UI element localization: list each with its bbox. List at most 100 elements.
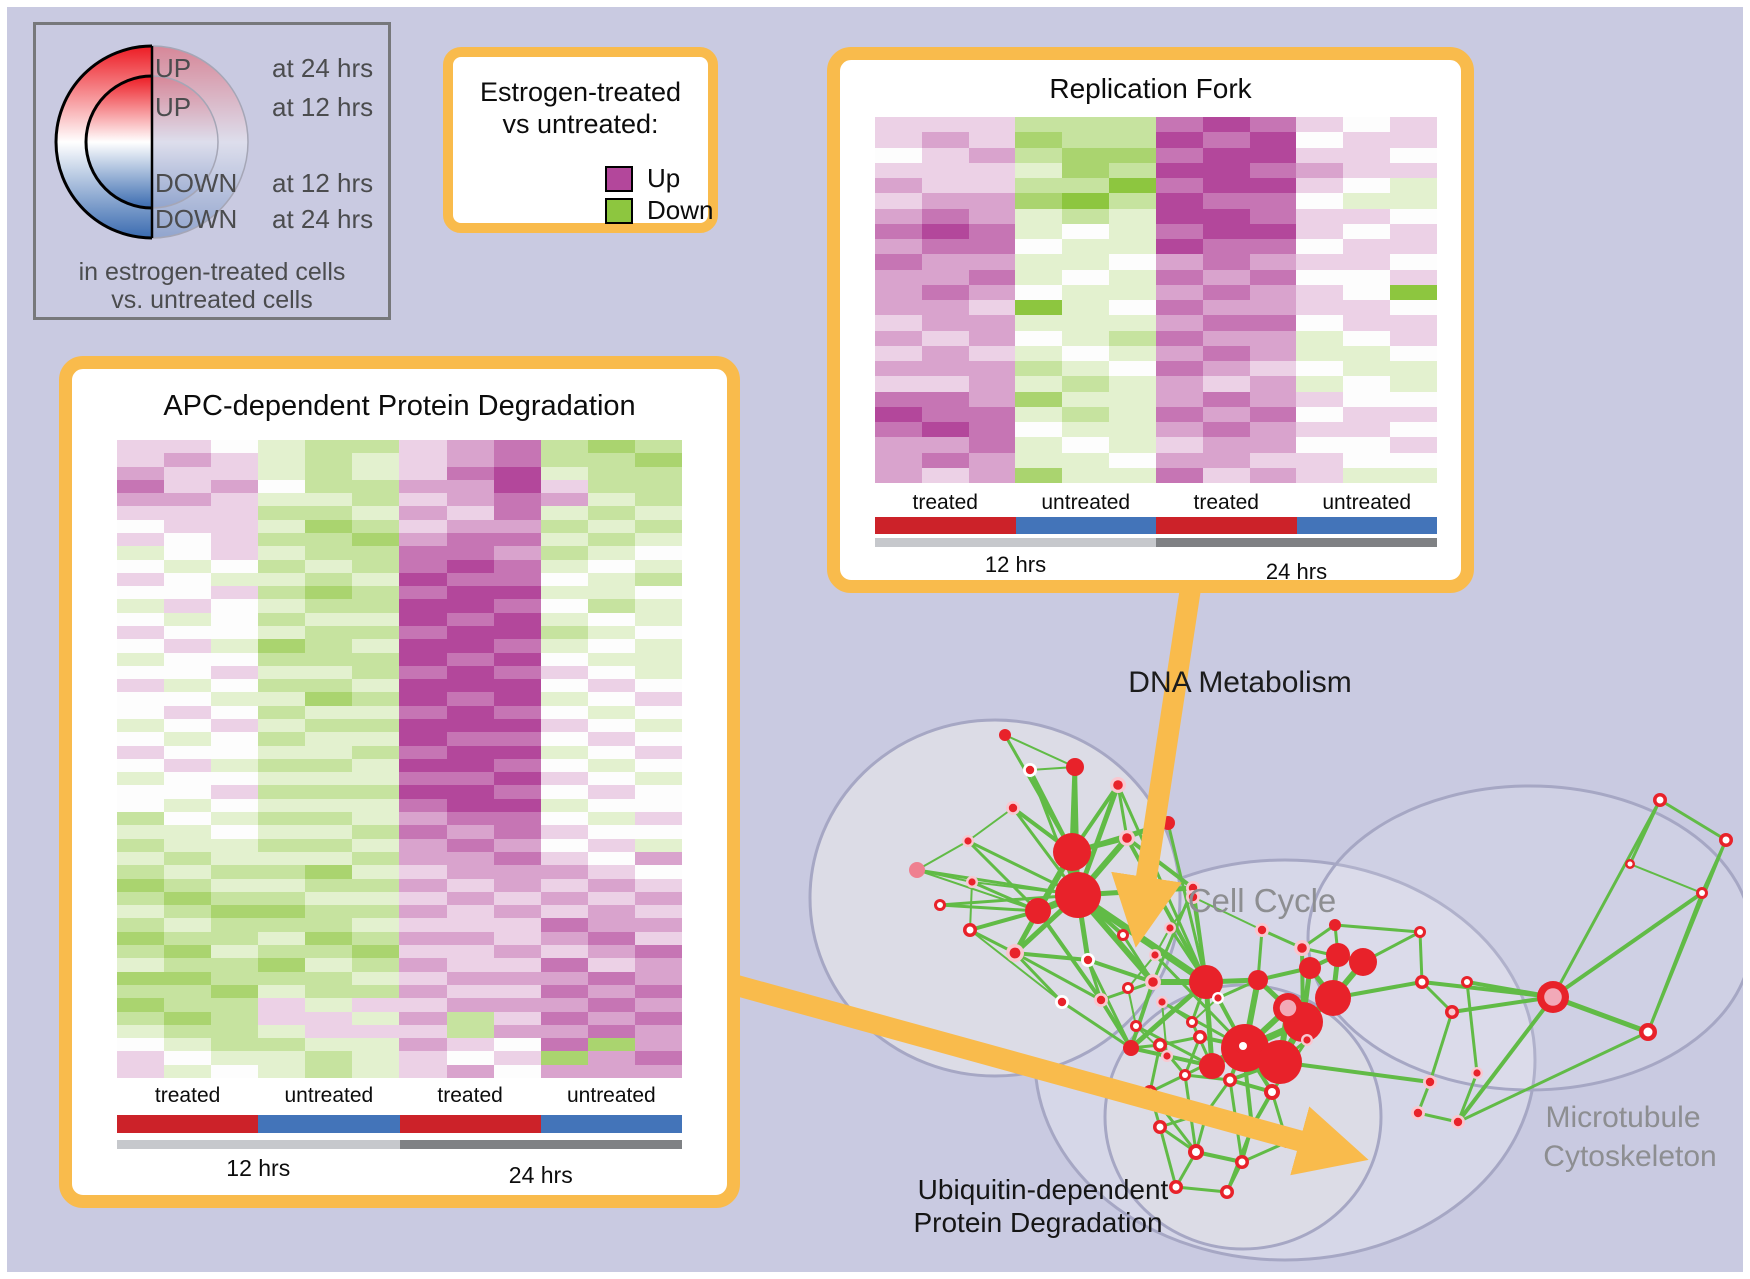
heatmap-cell — [352, 1064, 400, 1078]
heatmap-cell — [399, 905, 447, 919]
heatmap-cell — [1155, 376, 1203, 392]
heatmap-cell — [1249, 208, 1297, 224]
heatmap-cell — [117, 665, 165, 680]
heatmap-cell — [446, 466, 494, 480]
heatmap-cell — [117, 865, 165, 879]
heatmap-cell — [1015, 376, 1063, 392]
heatmap-cell — [634, 745, 682, 759]
heatmap-cell — [258, 851, 306, 866]
network-node-hp — [966, 876, 978, 888]
cluster-label-cell-cycle: Cell Cycle — [1187, 882, 1337, 919]
heatmap-cell — [1015, 208, 1063, 224]
heatmap-cell — [1202, 117, 1250, 133]
change-legend-title-line1: Estrogen-treated — [479, 77, 682, 107]
heatmap-cell — [1296, 422, 1344, 438]
heatmap-cell — [1249, 162, 1297, 178]
heatmap-cell — [117, 599, 165, 613]
heatmap-cell — [211, 891, 259, 906]
heatmap-cell — [1296, 208, 1344, 224]
network-node-hw — [1023, 763, 1037, 777]
heatmap-cell — [164, 1024, 212, 1039]
heatmap-cell — [446, 705, 494, 719]
heatmap-cell — [211, 639, 259, 653]
heatmap-cell — [446, 1064, 494, 1078]
heatmap-cell — [921, 467, 969, 483]
heatmap-cell — [1296, 361, 1344, 377]
heatmap-cell — [1062, 162, 1110, 178]
heatmap-cell — [399, 745, 447, 759]
heatmap-cell — [164, 958, 212, 972]
change-legend-title-line2: vs untreated: — [502, 109, 659, 139]
heatmap-cell — [587, 838, 635, 852]
heatmap-cell — [587, 599, 635, 613]
heatmap-cell — [211, 732, 259, 746]
heatmap-cell — [1390, 162, 1437, 178]
heatmap-cell — [587, 718, 635, 733]
heatmap-cell — [1249, 193, 1297, 209]
heatmap-cell — [540, 612, 588, 626]
heatmap-cell — [875, 223, 922, 239]
heatmap-cell — [493, 772, 541, 786]
heatmap-cell — [258, 440, 306, 454]
heatmap-cell — [305, 493, 353, 507]
network-node-hp — [1156, 996, 1168, 1008]
heatmap-cell — [399, 639, 447, 653]
heatmap-cell — [446, 679, 494, 693]
heatmap-cell — [1343, 315, 1391, 331]
apc-panel: APC-dependent Protein Degradation treate… — [59, 356, 740, 1208]
heatmap-cell — [258, 891, 306, 906]
heatmap-cell — [921, 162, 969, 178]
heatmap-cell — [1343, 208, 1391, 224]
up-label: Up — [647, 163, 681, 193]
heatmap-cell — [352, 506, 400, 520]
heatmap-cell — [1155, 117, 1203, 133]
heatmap-cell — [1062, 330, 1110, 346]
heatmap-cell — [211, 519, 259, 533]
heatmap-cell — [921, 422, 969, 438]
heatmap-cell — [305, 732, 353, 746]
heatmap-cell — [493, 692, 541, 706]
heatmap-cell — [1015, 467, 1063, 483]
heatmap-cell — [399, 532, 447, 547]
network-node-hp — [1411, 1106, 1425, 1120]
heatmap-cell — [493, 718, 541, 733]
heatmap-cell — [493, 851, 541, 866]
heatmap-cell — [305, 1011, 353, 1025]
updown-dir-label: UP — [155, 53, 192, 83]
repfork-heatmap — [875, 117, 1437, 483]
network-edge — [1628, 799, 1662, 865]
heatmap-cell — [399, 865, 447, 879]
heatmap-cell — [352, 758, 400, 773]
time-label-24hrs: 24 hrs — [1265, 559, 1328, 584]
heatmap-cell — [634, 998, 682, 1012]
network-node-hp — [1094, 993, 1108, 1007]
heatmap-cell — [1109, 147, 1156, 163]
heatmap-cell — [1015, 132, 1063, 148]
heatmap-cell — [493, 1064, 541, 1078]
heatmap-cell — [352, 998, 400, 1012]
network-edge — [969, 881, 973, 931]
heatmap-cell — [634, 466, 682, 480]
heatmap-cell — [446, 1011, 494, 1025]
heatmap-cell — [352, 718, 400, 733]
heatmap-cell — [446, 586, 494, 600]
repfork-time-labels: 12 hrs 24 hrs — [875, 552, 1437, 584]
heatmap-cell — [587, 772, 635, 786]
heatmap-cell — [211, 546, 259, 560]
network-edge — [1129, 981, 1155, 1049]
heatmap-cell — [493, 519, 541, 533]
heatmap-cell — [446, 918, 494, 932]
heatmap-cell — [211, 838, 259, 852]
heatmap-cell — [446, 931, 494, 946]
heatmap-cell — [1109, 178, 1156, 194]
heatmap-cell — [352, 745, 400, 759]
heatmap-cell — [921, 437, 969, 453]
network-edge — [1551, 799, 1662, 998]
cluster-label-dna-metabolism: DNA Metabolism — [1128, 666, 1352, 699]
heatmap-cell — [305, 812, 353, 826]
network-node-hw — [1081, 953, 1095, 967]
heatmap-cell — [446, 732, 494, 746]
heatmap-cell — [540, 891, 588, 906]
cluster-label-ubiquitin-line1: Ubiquitin-dependent — [917, 1174, 1169, 1205]
heatmap-cell — [1249, 269, 1297, 285]
